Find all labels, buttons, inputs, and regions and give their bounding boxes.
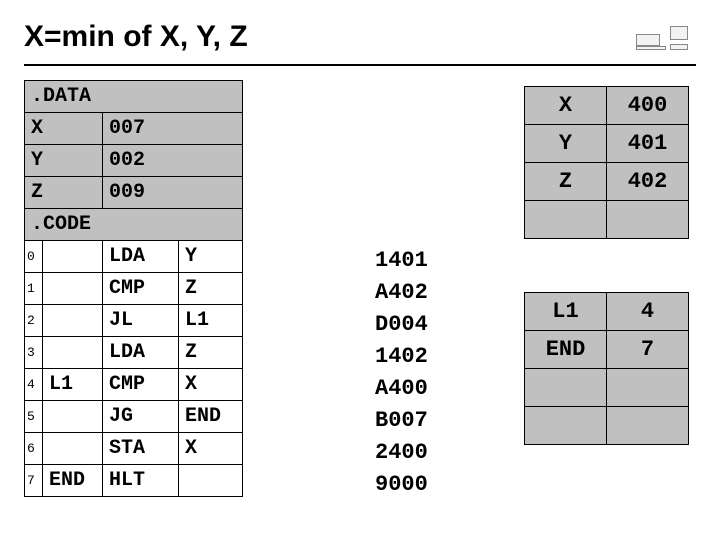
code-row: 5JGEND bbox=[25, 401, 243, 433]
symbol-table-vars: X400 Y401 Z402 bbox=[524, 86, 689, 239]
code-row: 6STAX bbox=[25, 433, 243, 465]
sym-row: Z402 bbox=[525, 163, 689, 201]
data-decl-row: X007 bbox=[25, 113, 243, 145]
mc-row: 1402 bbox=[369, 340, 434, 372]
mc-row: D004 bbox=[369, 308, 434, 340]
sym-row-empty bbox=[525, 201, 689, 239]
sym-row-empty bbox=[525, 407, 689, 445]
code-row: 7ENDHLT bbox=[25, 465, 243, 497]
page-title: X=min of X, Y, Z bbox=[24, 20, 248, 54]
title-bar: X=min of X, Y, Z bbox=[24, 20, 696, 66]
sym-row-empty bbox=[525, 369, 689, 407]
sym-row: L14 bbox=[525, 293, 689, 331]
code-header-row: .CODE bbox=[25, 209, 243, 241]
mc-row: A400 bbox=[369, 372, 434, 404]
mc-row: B007 bbox=[369, 404, 434, 436]
mc-row: A402 bbox=[369, 276, 434, 308]
sym-row: Y401 bbox=[525, 125, 689, 163]
code-row: 2JLL1 bbox=[25, 305, 243, 337]
symbol-table-labels: L14 END7 bbox=[524, 292, 689, 445]
mc-row: 1401 bbox=[369, 244, 434, 276]
machine-code-table: 1401 A402 D004 1402 A400 B007 2400 9000 bbox=[369, 244, 434, 500]
mc-row: 9000 bbox=[369, 468, 434, 500]
sym-row: END7 bbox=[525, 331, 689, 369]
source-table: .DATA X007 Y002 Z009 .CODE 0LDAY 1CMPZ 2… bbox=[24, 80, 243, 497]
mc-row: 2400 bbox=[369, 436, 434, 468]
code-row: 1CMPZ bbox=[25, 273, 243, 305]
data-header-row: .DATA bbox=[25, 81, 243, 113]
code-row: 3LDAZ bbox=[25, 337, 243, 369]
code-row: 4L1CMPX bbox=[25, 369, 243, 401]
data-decl-row: Y002 bbox=[25, 145, 243, 177]
sym-row: X400 bbox=[525, 87, 689, 125]
data-decl-row: Z009 bbox=[25, 177, 243, 209]
code-row: 0LDAY bbox=[25, 241, 243, 273]
computer-diagram-icon bbox=[636, 20, 696, 54]
